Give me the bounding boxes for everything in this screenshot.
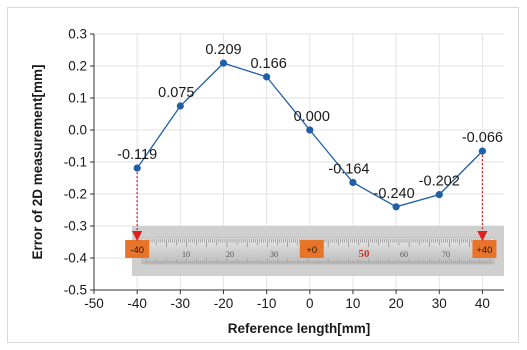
y-tick-label: -0.5	[64, 283, 87, 298]
ruler-marker-label: +40	[476, 245, 492, 256]
y-axis-title: Error of 2D measurement[mm]	[30, 64, 45, 259]
y-tick-label: -0.3	[64, 219, 87, 234]
ruler-number: 70	[442, 250, 450, 259]
data-label: 0.166	[250, 56, 286, 72]
x-tick-label: 30	[432, 296, 447, 311]
data-labels: -0.1190.0750.2090.1660.000-0.164-0.240-0…	[117, 42, 503, 202]
data-label: -0.202	[419, 174, 460, 190]
data-label: -0.066	[462, 130, 503, 146]
y-tick-label: 0.2	[68, 59, 87, 74]
ruler-number: 20	[226, 250, 234, 259]
ruler-marker	[299, 240, 324, 258]
ruler-number: 10	[182, 250, 190, 259]
ruler-marker	[472, 240, 497, 258]
data-point	[133, 164, 141, 172]
x-tick-label: 40	[475, 296, 490, 311]
x-tick-label: 10	[345, 296, 360, 311]
series-points	[133, 59, 487, 211]
ruler-number: 30	[270, 250, 278, 259]
y-tick-label: 0.0	[68, 123, 87, 138]
x-tick-label: 0	[306, 296, 314, 311]
data-point	[219, 59, 228, 67]
x-tick-label: -40	[127, 296, 147, 311]
ruler-marker-label: -40	[130, 245, 144, 256]
data-label: 0.000	[294, 109, 330, 125]
ruler-marker	[125, 240, 150, 258]
ruler-number: 50	[359, 248, 371, 260]
x-tick-label: -10	[257, 296, 277, 311]
data-label: 0.075	[158, 85, 194, 101]
data-point	[349, 178, 357, 187]
y-tick-label: -0.4	[64, 251, 88, 266]
data-point	[263, 73, 271, 81]
data-label: -0.164	[328, 161, 369, 177]
ruler-inset: 10203040506070-40+0+40	[125, 155, 504, 276]
y-tick-label: -0.1	[64, 155, 87, 170]
data-label: -0.240	[374, 186, 415, 202]
data-point	[478, 147, 487, 155]
x-tick-label: 20	[389, 296, 404, 311]
data-point	[435, 191, 443, 199]
y-tick-label: -0.2	[64, 187, 87, 202]
x-tick-label: -20	[214, 296, 234, 311]
data-point	[176, 102, 184, 110]
axes: 0.3 0.2 0.1 0.0 -0.1 -0.2 -0.3 -0.4 -0.5-50 -40 -3…	[64, 27, 504, 311]
data-point	[392, 203, 400, 211]
y-tick-label: 0.3	[68, 27, 87, 42]
x-tick-label: -30	[171, 296, 191, 311]
chart-frame	[7, 7, 519, 343]
ruler-number: 60	[400, 250, 408, 259]
data-label: 0.209	[205, 42, 241, 58]
x-axis-title: Reference length[mm]	[228, 321, 371, 336]
y-tick-label: 0.1	[68, 91, 87, 106]
data-point	[306, 126, 314, 134]
x-tick-label: -50	[84, 296, 104, 311]
data-label: -0.119	[117, 147, 157, 163]
ruler-marker-label: +0	[306, 245, 317, 256]
